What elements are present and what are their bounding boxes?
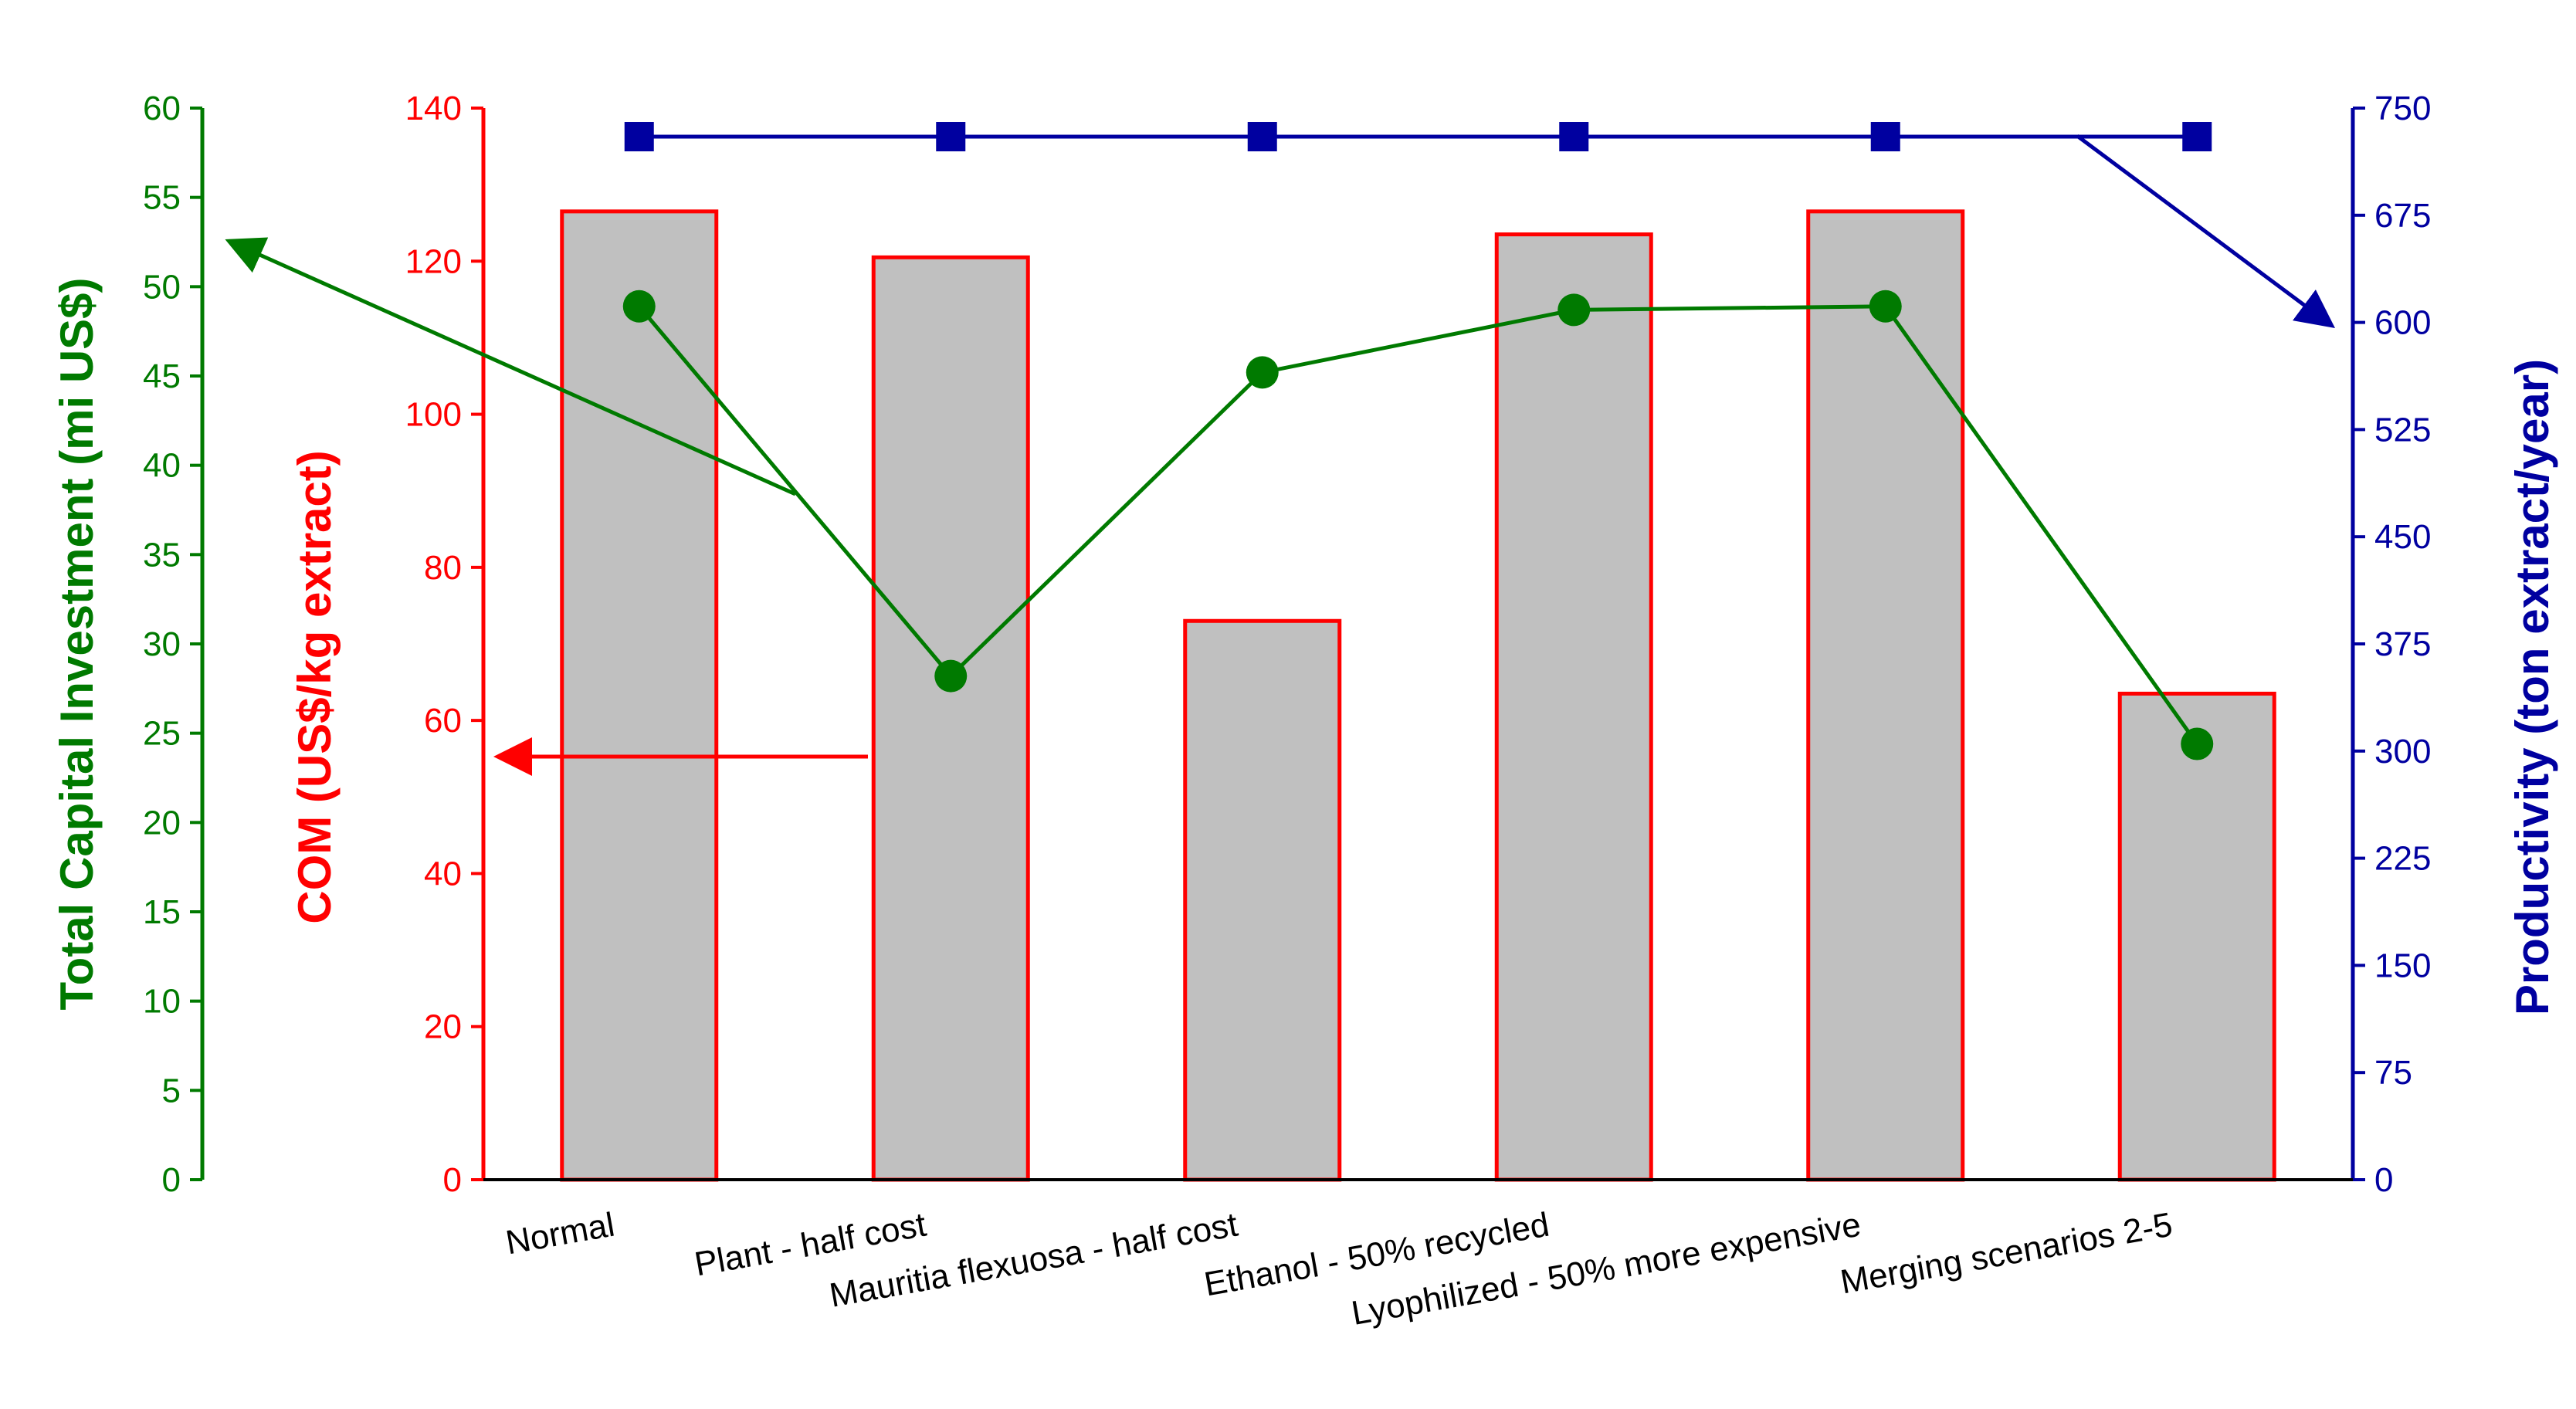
prod-point [936, 122, 966, 152]
tci-pointer-arrow [225, 237, 797, 496]
tci-point [1869, 290, 1902, 323]
tci-point [2181, 727, 2214, 760]
tci-series [622, 290, 2214, 760]
prod-tick-label: 750 [2374, 90, 2431, 127]
tci-tick-label: 30 [143, 625, 181, 663]
tci-tick-label: 35 [143, 536, 181, 574]
prod-tick-label: 150 [2374, 947, 2431, 984]
com-bars [560, 209, 2276, 1182]
prod-tick-label: 600 [2374, 304, 2431, 342]
prod-tick-label: 675 [2374, 197, 2431, 235]
prod-point [624, 122, 654, 152]
tci-point [1557, 293, 1591, 327]
prod-tick-label: 525 [2374, 411, 2431, 449]
com-tick-label: 0 [443, 1161, 462, 1199]
category-label: Merging scenarios 2-5 [1838, 1206, 2175, 1302]
category-label: Normal [503, 1206, 617, 1262]
tci-tick-label: 20 [143, 804, 181, 842]
tci-point [1246, 356, 1279, 389]
com-tick-label: 120 [405, 242, 462, 280]
com-bar [1806, 209, 1965, 1182]
com-bar [871, 255, 1030, 1182]
prod-tick-label: 450 [2374, 518, 2431, 556]
prod-point [2182, 122, 2212, 152]
com-tick-label: 140 [405, 90, 462, 127]
com-axis-title: COM (US$/kg extract) [289, 450, 341, 923]
prod-tick-label: 0 [2374, 1161, 2393, 1199]
com-ticks: 0 20 40 60 80 100 120 140 [405, 90, 483, 1199]
prod-point [1870, 122, 1900, 152]
com-tick-label: 40 [424, 855, 462, 892]
tci-tick-label: 0 [162, 1161, 181, 1199]
prod-ticks: 0 75 150 225 300 375 450 525 600 675 750 [2353, 90, 2431, 1199]
com-bar [1494, 232, 1653, 1182]
tci-series-line [637, 304, 2199, 745]
tci-tick-label: 5 [162, 1072, 181, 1109]
tci-tick-label: 15 [143, 893, 181, 931]
tci-tick-label: 55 [143, 179, 181, 217]
prod-tick-label: 300 [2374, 733, 2431, 771]
tci-point [934, 659, 968, 693]
com-tick-label: 80 [424, 549, 462, 587]
prod-tick-label: 375 [2374, 625, 2431, 663]
com-tick-label: 20 [424, 1008, 462, 1046]
prod-series [624, 122, 2212, 152]
com-bar [1183, 618, 1342, 1182]
prod-tick-label: 75 [2374, 1054, 2412, 1092]
tci-point [622, 290, 656, 323]
tci-tick-label: 60 [143, 90, 181, 127]
prod-point [1247, 122, 1277, 152]
category-label: Lyophilized - 50% more expensive [1349, 1206, 1864, 1333]
prod-pointer-arrow [2076, 134, 2336, 328]
tci-tick-label: 40 [143, 447, 181, 485]
tci-tick-label: 45 [143, 357, 181, 395]
com-tick-label: 60 [424, 702, 462, 740]
tci-tick-label: 10 [143, 983, 181, 1021]
com-bar [2117, 691, 2276, 1182]
tci-tick-label: 25 [143, 715, 181, 753]
tci-axis-title: Total Capital Investment (mi US$) [51, 277, 103, 1010]
prod-point [1559, 122, 1589, 152]
prod-tick-label: 225 [2374, 840, 2431, 878]
com-bar [560, 209, 719, 1182]
tci-tick-label: 50 [143, 268, 181, 306]
com-tick-label: 100 [405, 396, 462, 434]
prod-axis-title: Productivity (ton extract/year) [2507, 359, 2558, 1015]
tci-ticks: 0 5 10 15 20 25 30 35 40 45 50 55 60 [143, 90, 202, 1199]
